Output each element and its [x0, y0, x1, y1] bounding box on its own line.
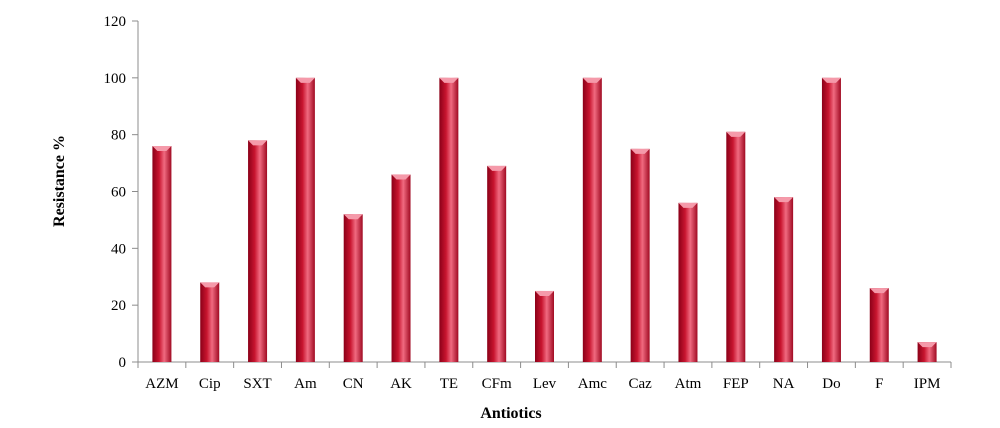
x-tick-label: Caz	[628, 376, 652, 392]
bar	[774, 197, 794, 362]
bar-top-bevel	[774, 197, 794, 203]
bar	[535, 290, 554, 362]
bar-top-bevel	[343, 214, 363, 220]
bar-top-bevel	[535, 290, 554, 296]
bar	[917, 342, 937, 362]
bar	[295, 77, 315, 362]
x-tick-label: TE	[440, 376, 458, 392]
x-tick-label: CFm	[482, 376, 512, 392]
y-axis: 0 20 40 60 80 100 120	[104, 14, 139, 371]
bar-cip	[200, 282, 220, 362]
bar	[630, 148, 650, 362]
bar-top-bevel	[917, 342, 937, 348]
bar-top-bevel	[869, 288, 889, 294]
bar-f	[869, 288, 889, 362]
y-axis-title: Resistance %	[51, 135, 68, 227]
bar-top-bevel	[439, 77, 459, 83]
bar-do	[821, 77, 841, 362]
bar	[678, 202, 698, 362]
bar-na	[774, 197, 794, 362]
bars	[152, 77, 937, 362]
y-tick-label: 60	[111, 185, 126, 201]
x-tick-label: Atm	[675, 376, 702, 392]
bar	[869, 288, 889, 362]
bar-amc	[582, 77, 602, 362]
x-tick-label: Amc	[578, 376, 608, 392]
y-tick-label: 40	[111, 241, 126, 257]
bar	[487, 165, 507, 362]
x-tick-label: FEP	[723, 376, 749, 392]
y-tick-label: 0	[119, 355, 127, 371]
bar-top-bevel	[821, 77, 841, 83]
x-tick-label: NA	[773, 376, 795, 392]
y-tick-label: 20	[111, 298, 126, 314]
bar-ak	[391, 174, 411, 362]
bar-top-bevel	[487, 165, 507, 171]
x-tick-label: CN	[343, 376, 364, 392]
x-tick-label: Am	[294, 376, 317, 392]
x-tick-label: Do	[822, 376, 840, 392]
bar	[200, 282, 220, 362]
bar-ipm	[917, 342, 937, 362]
bar-fep	[726, 131, 746, 362]
bar-top-bevel	[152, 146, 172, 152]
bar-atm	[678, 202, 698, 362]
y-tick-label: 120	[104, 14, 127, 30]
x-tick-label: IPM	[914, 376, 941, 392]
x-tick-label: Cip	[199, 376, 221, 392]
bar-azm	[152, 146, 172, 362]
x-tick-label: F	[875, 376, 883, 392]
x-tick-label: SXT	[243, 376, 271, 392]
bar-top-bevel	[726, 131, 746, 137]
x-tick-label: AZM	[145, 376, 178, 392]
bar	[726, 131, 746, 362]
bar-lev	[535, 290, 554, 362]
bar-caz	[630, 148, 650, 362]
bar	[821, 77, 841, 362]
bar-top-bevel	[391, 174, 411, 180]
bar-cn	[343, 214, 363, 362]
bar	[582, 77, 602, 362]
x-axis: AZM Cip SXT Am CN AK TE CFm Lev Amc Caz Atm FEP NA Do F…	[137, 361, 952, 392]
bar	[391, 174, 411, 362]
x-axis-title: Antiotics	[480, 405, 541, 422]
bar	[248, 140, 268, 362]
bar-top-bevel	[200, 282, 220, 288]
y-tick-label: 80	[111, 128, 126, 144]
bar-te	[439, 77, 459, 362]
x-tick-label: AK	[390, 376, 412, 392]
bar-top-bevel	[248, 140, 268, 146]
bar	[152, 146, 172, 362]
y-tick-label: 100	[104, 71, 127, 87]
bar-top-bevel	[582, 77, 602, 83]
x-tick-label: Lev	[533, 376, 557, 392]
bar-top-bevel	[630, 148, 650, 154]
bar-am	[295, 77, 315, 362]
bar	[439, 77, 459, 362]
bar-cfm	[487, 165, 507, 362]
bar-sxt	[248, 140, 268, 362]
bar	[343, 214, 363, 362]
bar-top-bevel	[295, 77, 315, 83]
bar-top-bevel	[678, 202, 698, 208]
